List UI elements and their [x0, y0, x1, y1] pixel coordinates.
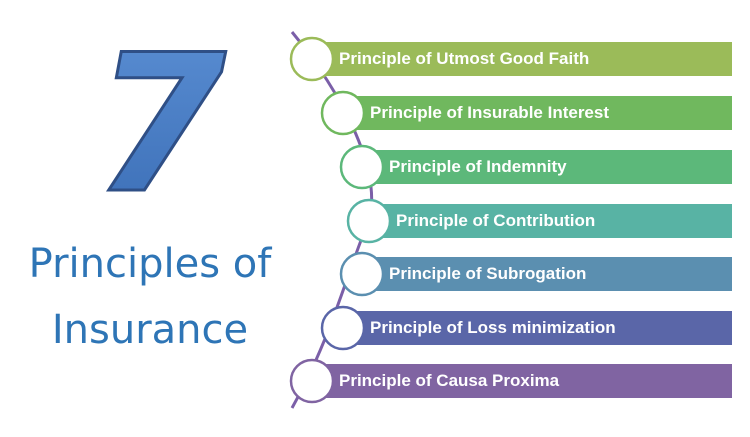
principle-bar [312, 42, 732, 76]
principle-bar [362, 257, 732, 291]
principle-label: Principle of Causa Proxima [339, 371, 560, 390]
principle-label: Principle of Loss minimization [370, 318, 616, 337]
principle-label: Principle of Contribution [396, 211, 596, 230]
bullet-circle [320, 90, 366, 136]
bullet-circle [320, 305, 366, 351]
principle-label: Principle of Subrogation [389, 264, 587, 283]
bullet-circle [289, 358, 335, 404]
principle-bar [312, 364, 732, 398]
title-line-1: Principles of [28, 241, 272, 287]
bullet-circle [346, 198, 392, 244]
principle-label: Principle of Utmost Good Faith [339, 49, 590, 68]
title-line-2: Insurance [51, 307, 249, 353]
principle-label: Principle of Indemnity [389, 157, 567, 176]
bullet-circle [289, 36, 335, 82]
principle-bar [369, 204, 732, 238]
bullet-circle [339, 144, 385, 190]
bullet-circle [339, 251, 385, 297]
number-seven: 7 [92, 13, 227, 231]
number-seven-glyph: 7 [94, 14, 226, 230]
principle-bar [362, 150, 732, 184]
principle-bar [343, 311, 732, 345]
principle-label: Principle of Insurable Interest [370, 103, 610, 122]
principle-bar [343, 96, 732, 130]
